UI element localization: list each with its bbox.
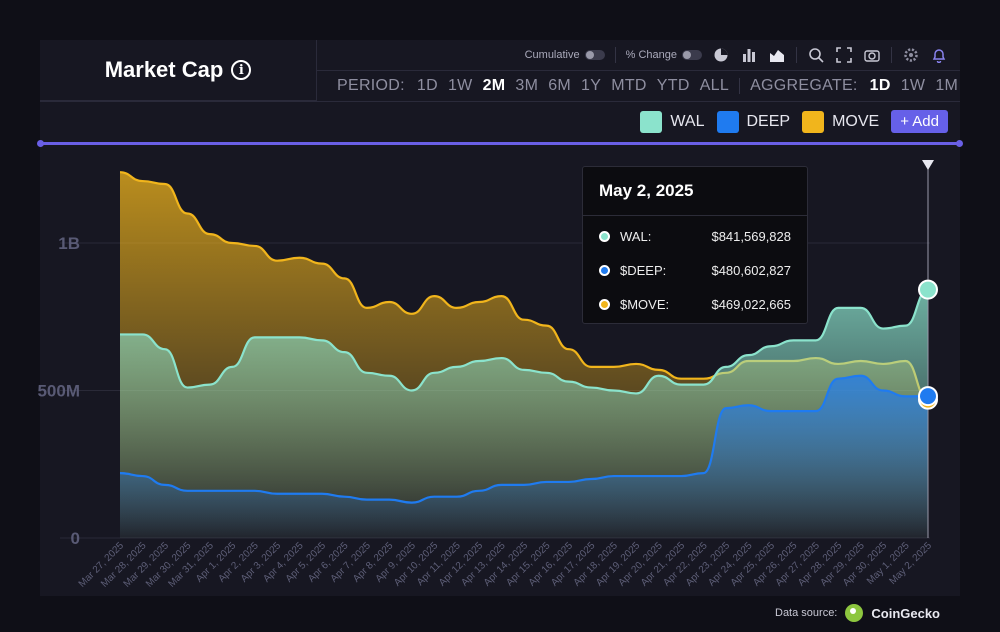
legend-item-wal[interactable]: WAL	[640, 110, 705, 133]
bell-icon[interactable]	[930, 46, 948, 64]
divider	[614, 47, 616, 63]
area-deep	[120, 375, 928, 538]
series-dot	[599, 298, 610, 310]
period-label: PERIOD:	[337, 77, 405, 94]
tooltip: May 2, 2025 WAL: $841,569,828 $DEEP: $48…	[582, 166, 808, 324]
series-dot	[599, 264, 610, 276]
period-option[interactable]: 1Y	[581, 77, 602, 94]
fullscreen-icon[interactable]	[835, 46, 853, 64]
tooltip-series-name: WAL:	[620, 228, 652, 244]
series-line-deep	[119, 374, 929, 504]
coingecko-logo-icon	[845, 604, 864, 622]
series-line-wal	[120, 288, 929, 395]
cursor-marker	[922, 160, 934, 170]
tooltip-row: $DEEP: $480,602,827	[599, 260, 791, 280]
tooltip-series-name: $MOVE:	[620, 296, 670, 312]
series-dot	[599, 230, 610, 242]
legend-label: WAL	[670, 112, 705, 130]
tooltip-row: WAL: $841,569,828	[599, 226, 791, 246]
aggregate-option[interactable]: 1D	[869, 77, 891, 94]
pct-change-label: % Change	[625, 49, 677, 61]
tooltip-series-value: $469,022,665	[711, 296, 791, 312]
legend-item-move[interactable]: MOVE	[802, 110, 880, 133]
bar-chart-icon[interactable]	[740, 46, 758, 64]
page-title: Market Cap	[104, 57, 224, 82]
divider	[796, 47, 797, 63]
tooltip-row: $MOVE: $469,022,665	[599, 294, 791, 314]
legend-swatch	[716, 110, 739, 133]
legend-item-deep[interactable]: DEEP	[716, 110, 791, 133]
pct-change-toggle[interactable]: % Change	[626, 49, 702, 61]
y-tick-label: 500M	[37, 382, 80, 401]
y-tick-label: 1B	[58, 234, 80, 253]
camera-icon[interactable]	[863, 46, 881, 64]
period-option[interactable]: 3M	[515, 77, 539, 94]
divider	[40, 101, 960, 102]
period-option[interactable]: MTD	[611, 77, 647, 94]
tooltip-series-value: $841,569,828	[711, 228, 791, 244]
cumulative-label: Cumulative	[524, 49, 580, 61]
tooltip-date: May 2, 2025	[599, 181, 694, 200]
y-tick-label: 0	[71, 529, 80, 548]
info-icon[interactable]: i	[231, 60, 252, 80]
legend-swatch	[640, 110, 663, 133]
period-option[interactable]: 1W	[447, 77, 473, 94]
aggregate-label: AGGREGATE:	[750, 77, 858, 94]
period-option[interactable]: 6M	[548, 77, 572, 94]
toggle-switch[interactable]	[682, 50, 702, 60]
point-marker-wal	[918, 279, 938, 300]
pie-chart-icon[interactable]	[712, 46, 730, 64]
data-source: Data source: CoinGecko	[775, 604, 940, 622]
divider	[739, 78, 741, 94]
gear-icon[interactable]	[902, 46, 920, 64]
period-option[interactable]: YTD	[656, 77, 690, 94]
range-slider[interactable]	[37, 140, 963, 147]
aggregate-option[interactable]: 1M	[935, 77, 959, 94]
period-option[interactable]: 2M	[482, 77, 506, 94]
legend: WAL DEEP MOVE + Add	[640, 110, 948, 133]
legend-label: MOVE	[832, 112, 880, 130]
divider	[583, 215, 807, 216]
tooltip-series-name: $DEEP:	[620, 262, 667, 278]
title-area: Market Cap i	[40, 40, 317, 101]
area-chart-icon[interactable]	[768, 46, 786, 64]
period-option[interactable]: ALL	[699, 77, 730, 94]
tooltip-series-value: $480,602,827	[711, 262, 791, 278]
source-brand[interactable]: CoinGecko	[871, 605, 940, 621]
cumulative-toggle[interactable]: Cumulative	[525, 49, 605, 61]
toggle-switch[interactable]	[584, 50, 605, 60]
add-button[interactable]: + Add	[891, 110, 948, 133]
aggregate-option[interactable]: 1W	[900, 77, 926, 94]
search-icon[interactable]	[807, 46, 825, 64]
legend-label: DEEP	[746, 112, 791, 130]
source-label: Data source:	[775, 607, 838, 619]
divider	[891, 47, 892, 63]
toolbar: Cumulative % Change	[317, 40, 960, 71]
legend-swatch	[802, 110, 825, 133]
period-row: PERIOD: 1D 1W 2M 3M 6M 1Y MTD YTD ALL AG…	[317, 71, 960, 101]
period-option[interactable]: 1D	[416, 77, 438, 94]
point-marker-deep	[918, 386, 938, 407]
